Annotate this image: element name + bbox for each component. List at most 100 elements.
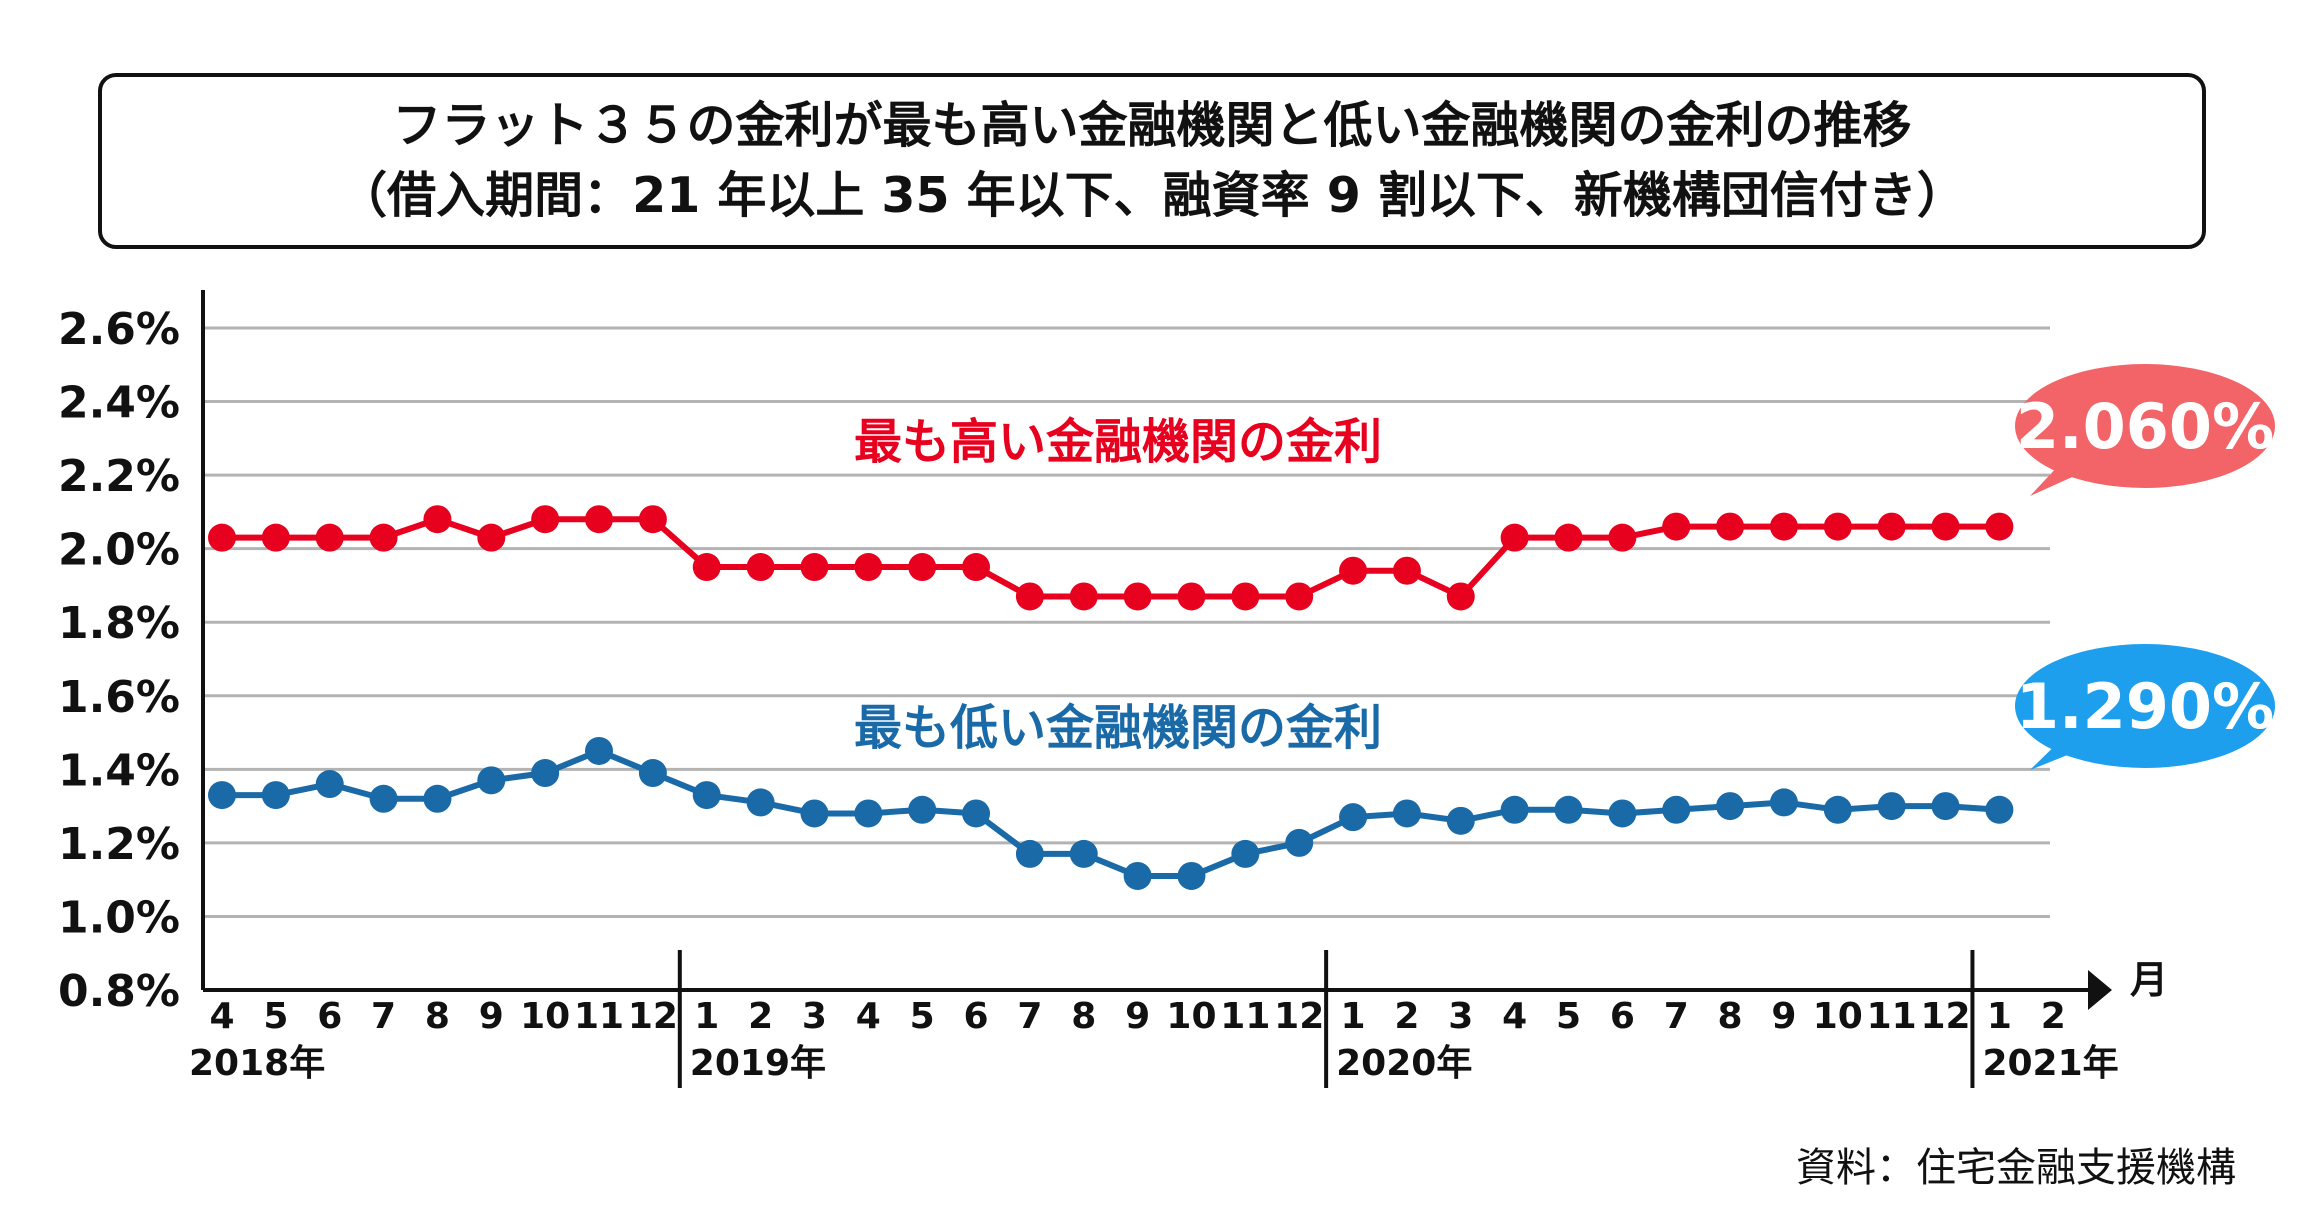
data-point <box>908 553 937 582</box>
x-tick-label: 6 <box>964 996 989 1037</box>
y-tick-label: 2.0% <box>58 525 180 576</box>
data-point <box>1931 512 1960 541</box>
data-point <box>477 766 506 795</box>
data-point <box>1392 799 1421 828</box>
data-point <box>1177 861 1206 890</box>
data-point <box>1231 839 1260 868</box>
data-point <box>585 505 614 534</box>
chart-title: フラット３５の金利が最も高い金融機関と低い金融機関の金利の推移 <box>392 97 1912 154</box>
data-point <box>1769 788 1798 817</box>
data-point <box>1985 795 2014 824</box>
data-point <box>1608 799 1637 828</box>
data-point <box>1446 806 1475 835</box>
data-point <box>962 799 991 828</box>
data-point <box>908 795 937 824</box>
x-tick-label: 5 <box>263 996 288 1037</box>
x-tick-label: 1 <box>1987 996 2012 1037</box>
callout-bubble <box>2015 644 2275 768</box>
x-axis-arrow <box>2088 970 2112 1010</box>
x-tick-label: 9 <box>1771 996 1796 1037</box>
data-point <box>208 523 236 552</box>
series-highest <box>208 505 2014 611</box>
end-value-label: 1.290% <box>2016 670 2274 743</box>
y-tick-label: 1.4% <box>58 745 180 796</box>
x-tick-label: 7 <box>1017 996 1042 1037</box>
data-point <box>1285 828 1314 857</box>
x-tick-label: 10 <box>1166 996 1216 1037</box>
data-point <box>854 553 883 582</box>
data-point <box>638 505 667 534</box>
data-point <box>1069 839 1098 868</box>
year-label: 2018年 <box>189 1043 325 1084</box>
data-point <box>315 523 344 552</box>
data-point <box>800 553 829 582</box>
chart-subtitle: （借入期間：21 年以上 35 年以下、融資率 9 割以下、新機構団信付き） <box>338 167 1966 224</box>
data-point <box>1608 523 1637 552</box>
x-tick-label: 12 <box>1920 996 1970 1037</box>
y-tick-label: 2.6% <box>58 304 180 355</box>
data-point <box>369 784 398 813</box>
data-point <box>477 523 506 552</box>
data-point <box>1446 582 1475 611</box>
y-tick-label: 1.8% <box>58 598 180 649</box>
data-point <box>1662 795 1691 824</box>
x-tick-label: 1 <box>1341 996 1366 1037</box>
data-point <box>1177 582 1206 611</box>
x-tick-label: 12 <box>628 996 678 1037</box>
data-point <box>746 553 775 582</box>
data-point <box>261 523 290 552</box>
x-axis-unit: 月 <box>2130 958 2168 1002</box>
data-point <box>423 505 452 534</box>
x-tick-label: 3 <box>1448 996 1473 1037</box>
data-point <box>692 781 721 810</box>
y-tick-label: 2.2% <box>58 451 180 502</box>
series-name-label: 最も高い金融機関の金利 <box>854 414 1382 470</box>
x-tick-label: 5 <box>910 996 935 1037</box>
data-point <box>1069 582 1098 611</box>
data-point <box>746 788 775 817</box>
data-point <box>1823 795 1852 824</box>
data-point <box>1716 792 1745 821</box>
data-point <box>1877 792 1906 821</box>
data-point <box>1339 803 1368 832</box>
y-tick-label: 1.0% <box>58 892 180 943</box>
x-tick-label: 2 <box>1394 996 1419 1037</box>
y-tick-label: 0.8% <box>58 966 180 1017</box>
data-point <box>423 784 452 813</box>
data-point <box>1823 512 1852 541</box>
series-line <box>222 747 2000 879</box>
data-point <box>1015 582 1044 611</box>
end-value-label: 2.060% <box>2016 390 2274 463</box>
x-tick-label: 9 <box>479 996 504 1037</box>
data-point <box>585 736 614 765</box>
data-point <box>1392 556 1421 585</box>
y-tick-label: 2.4% <box>58 378 180 429</box>
x-tick-label: 4 <box>209 996 234 1037</box>
data-point <box>1123 582 1152 611</box>
x-tick-label: 11 <box>574 996 624 1037</box>
x-tick-label: 11 <box>1867 996 1917 1037</box>
data-point <box>1285 582 1314 611</box>
callout-bubble <box>2015 364 2275 488</box>
data-point <box>1123 861 1152 890</box>
year-label: 2021年 <box>1982 1043 2118 1084</box>
x-tick-label: 12 <box>1274 996 1324 1037</box>
x-tick-label: 4 <box>1502 996 1527 1037</box>
source-note: 資料：住宅金融支援機構 <box>1796 1145 2236 1191</box>
x-tick-label: 8 <box>425 996 450 1037</box>
x-tick-label: 9 <box>1125 996 1150 1037</box>
x-tick-label: 7 <box>371 996 396 1037</box>
data-point <box>531 505 560 534</box>
x-tick-label: 5 <box>1556 996 1581 1037</box>
data-point <box>1769 512 1798 541</box>
x-tick-label: 11 <box>1220 996 1270 1037</box>
series-name-label: 最も低い金融機関の金利 <box>854 700 1382 756</box>
y-tick-label: 1.2% <box>58 819 180 870</box>
data-point <box>854 799 883 828</box>
data-point <box>962 553 991 582</box>
x-tick-label: 2 <box>2041 996 2066 1037</box>
data-point <box>1015 839 1044 868</box>
x-tick-label: 4 <box>856 996 881 1037</box>
data-point <box>1877 512 1906 541</box>
